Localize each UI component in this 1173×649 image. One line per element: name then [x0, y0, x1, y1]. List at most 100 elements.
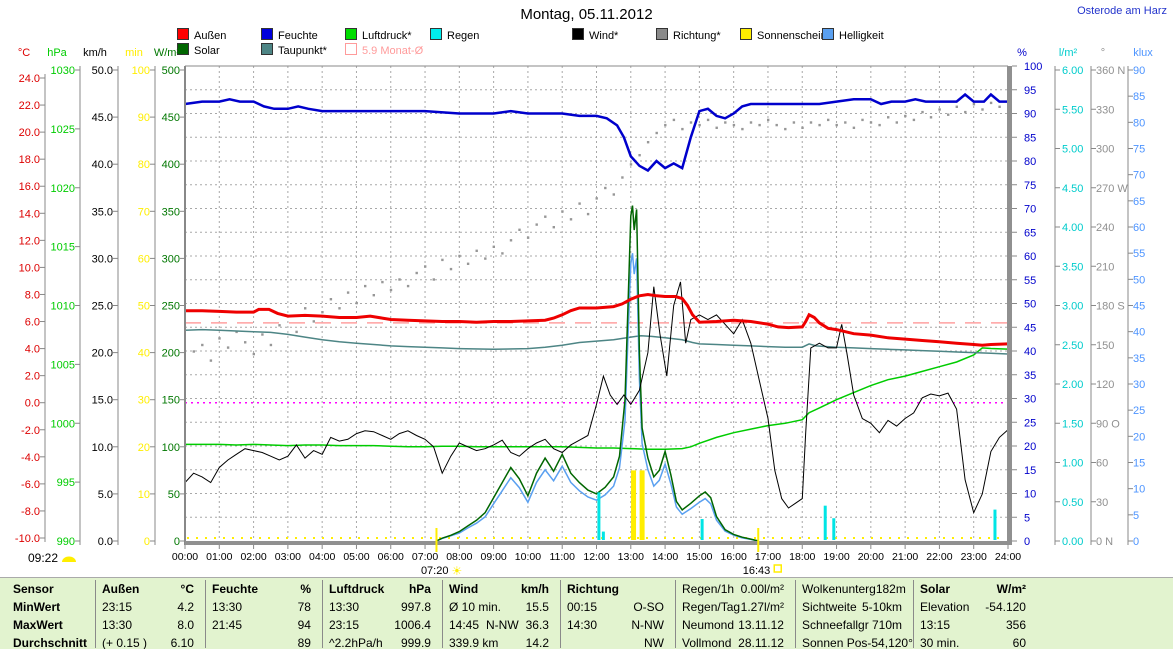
text: 30: [1096, 497, 1108, 509]
table-row: 21:45 94: [205, 616, 318, 634]
text: 400: [162, 159, 180, 171]
rect: [218, 337, 221, 340]
text: 12:00: [583, 551, 609, 563]
rect: [981, 108, 984, 111]
sunset-square-icon: [773, 564, 782, 573]
station-name: Osterode am Harz: [1077, 5, 1167, 17]
rect: [338, 307, 341, 310]
polyline: [436, 205, 759, 542]
rect: [586, 212, 590, 216]
text: 07:00: [412, 551, 438, 563]
text: 5.0: [98, 489, 113, 501]
table-row: 30 min. 60: [913, 634, 1033, 649]
rect: [535, 223, 538, 226]
text: 300: [162, 253, 180, 265]
solar-series: [436, 205, 759, 542]
text: 10.0: [92, 442, 113, 454]
rect: [827, 118, 830, 122]
table-cell: 23:15: [329, 618, 360, 632]
text: 150: [1096, 340, 1114, 352]
text: 3.50: [1062, 261, 1083, 273]
text: 5: [1024, 512, 1030, 524]
sunshine-bars: [631, 470, 645, 540]
sunset-marker: 16:43: [743, 528, 782, 577]
text: 3.00: [1062, 301, 1083, 313]
axis-pct: 1009590858075706560555045403530252015105…: [1012, 47, 1042, 548]
table-row: Neumond 13.11.12: [675, 616, 791, 634]
rect: [809, 121, 813, 124]
text: 6.00: [1062, 65, 1083, 77]
text: 65: [1133, 196, 1145, 208]
table-row: 339.9 km 14.2: [442, 634, 556, 649]
rect: [389, 288, 393, 292]
text: 00:00: [172, 551, 198, 563]
table-cell: Durchschnitt: [13, 636, 88, 649]
axis-temp: 24.0 22.0 20.0 18.0 16.0 14.0 12.0 10.0 8.0 6.0 4.…: [15, 47, 46, 545]
table-separator: [205, 580, 206, 648]
text: 270 W: [1096, 183, 1128, 195]
text: 200: [162, 348, 180, 360]
table-cell: 13:15: [920, 618, 951, 632]
text: 45: [1024, 322, 1036, 334]
text: 300: [1096, 144, 1114, 156]
moonrise-icon: [62, 556, 76, 562]
table-cell: 14:30: [567, 618, 598, 632]
text: 22:00: [926, 551, 952, 563]
weather-chart[interactable]: 24.0 22.0 20.0 18.0 16.0 14.0 12.0 10.0 8.0 6.0 4.…: [0, 0, 1173, 578]
table-cell: W/m²: [996, 582, 1026, 596]
table-cell: 89: [297, 636, 311, 649]
rect: [689, 121, 693, 124]
text: 0: [1133, 536, 1139, 548]
text: 150: [162, 395, 180, 407]
text: 40: [1133, 327, 1145, 339]
text: 5.50: [1062, 104, 1083, 116]
text: 20: [1024, 441, 1036, 453]
polyline: [184, 281, 1009, 515]
rect: [775, 123, 778, 127]
text: 180 S: [1096, 301, 1125, 313]
rect: [904, 114, 907, 118]
rect: [989, 101, 993, 105]
text: 20.0: [19, 127, 40, 139]
text: 80: [1024, 156, 1036, 168]
text: 990: [57, 536, 75, 548]
text: 2.0: [25, 371, 40, 383]
rect: [998, 105, 1001, 108]
rect: [921, 110, 924, 114]
table-cell: 1.27l/m²: [740, 600, 784, 614]
text: 50: [1133, 274, 1145, 286]
table-cell: 15.5: [525, 600, 549, 614]
text: °: [1101, 47, 1105, 59]
legend-label: Solar: [194, 45, 220, 57]
table-row: Elevation -54.120: [913, 598, 1033, 616]
legend-label: 5.9 Monat-Ø: [362, 45, 424, 57]
temperature-series: [185, 292, 1009, 347]
table-row: 13:30 8.0: [95, 616, 201, 634]
text: 10: [1133, 484, 1145, 496]
table-cell: 23:15: [102, 600, 133, 614]
rect: [895, 121, 898, 124]
rect: [278, 324, 281, 327]
rect: [406, 284, 410, 288]
rect: [784, 127, 787, 131]
text: 35: [1133, 353, 1145, 365]
legend-swatch-5-9-monat: [345, 43, 357, 55]
rect: [415, 271, 418, 275]
text: 10:00: [515, 551, 541, 563]
stats-table: Sensor MinWert MaxWert Durchschnitt Außen °C 2…: [0, 577, 1173, 649]
text: 30: [1133, 379, 1145, 391]
legend-swatch-luftdruck: [345, 28, 357, 40]
text: 4.50: [1062, 183, 1083, 195]
text: 360 N: [1096, 65, 1125, 77]
rect: [261, 333, 264, 336]
text: 55: [1133, 248, 1145, 260]
text: 24.0: [19, 73, 40, 85]
rect: [458, 254, 461, 258]
text: 995: [57, 477, 75, 489]
table-row: 23:15 4.2: [95, 598, 201, 616]
table-col-aussen: Außen °C 23:15 4.2 13:30 8.0 (+ 0.15 ) 6.10: [95, 578, 201, 649]
table-cell: 6.10: [170, 636, 194, 649]
table-row: Solar W/m²: [913, 578, 1033, 598]
polyline: [185, 292, 1009, 347]
